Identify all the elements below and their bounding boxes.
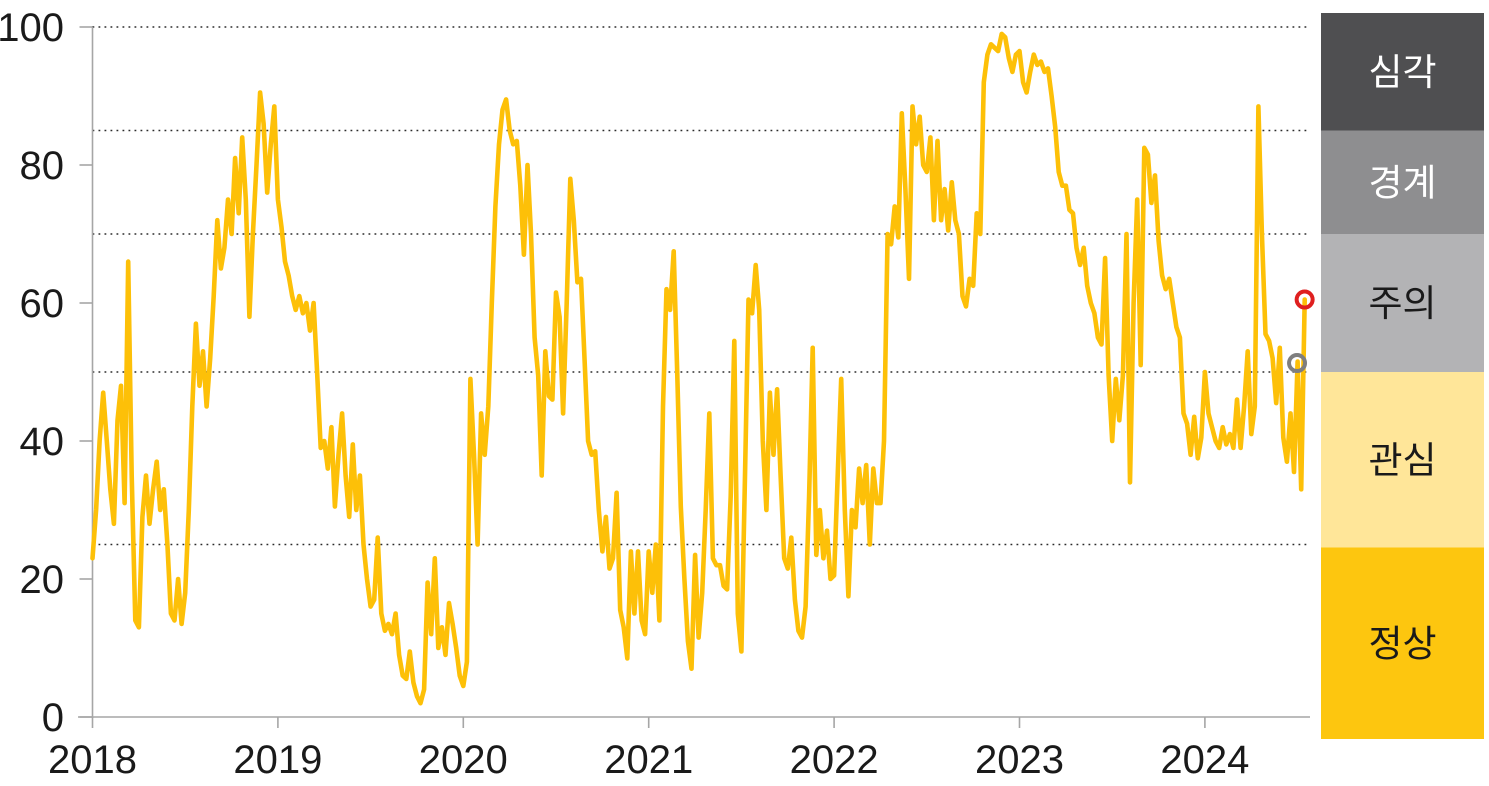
legend-label-alert: 경계: [1368, 162, 1436, 203]
legend-label-caution: 주의: [1368, 283, 1436, 324]
risk-index-line: [90, 31, 1307, 706]
y-tick-label-80: 80: [20, 144, 65, 188]
y-tick-label-100: 100: [0, 6, 64, 50]
legend-label-severe: 심각: [1368, 52, 1436, 93]
y-tick-label-40: 40: [20, 420, 65, 464]
latest-point-marker: [1294, 289, 1315, 310]
y-tick-label-60: 60: [20, 282, 65, 326]
y-tick-label-0: 0: [42, 696, 64, 740]
x-tick-label-2023: 2023: [975, 738, 1064, 782]
x-tick-label-2020: 2020: [419, 738, 508, 782]
legend-band-watch: [1321, 372, 1484, 548]
previous-point-marker: [1287, 353, 1308, 374]
legend-band-severe: [1321, 13, 1484, 131]
legend-band-caution: [1321, 234, 1484, 372]
y-tick-label-20: 20: [20, 558, 65, 602]
x-tick-label-2024: 2024: [1160, 738, 1249, 782]
x-tick-label-2022: 2022: [790, 738, 879, 782]
x-tick-label-2019: 2019: [233, 738, 322, 782]
legend-label-watch: 관심: [1368, 440, 1436, 481]
legend-label-normal: 정상: [1368, 623, 1436, 664]
legend-band-normal: [1321, 547, 1484, 739]
x-tick-label-2018: 2018: [48, 738, 137, 782]
legend-band-alert: [1321, 130, 1484, 234]
x-tick-label-2021: 2021: [604, 738, 693, 782]
